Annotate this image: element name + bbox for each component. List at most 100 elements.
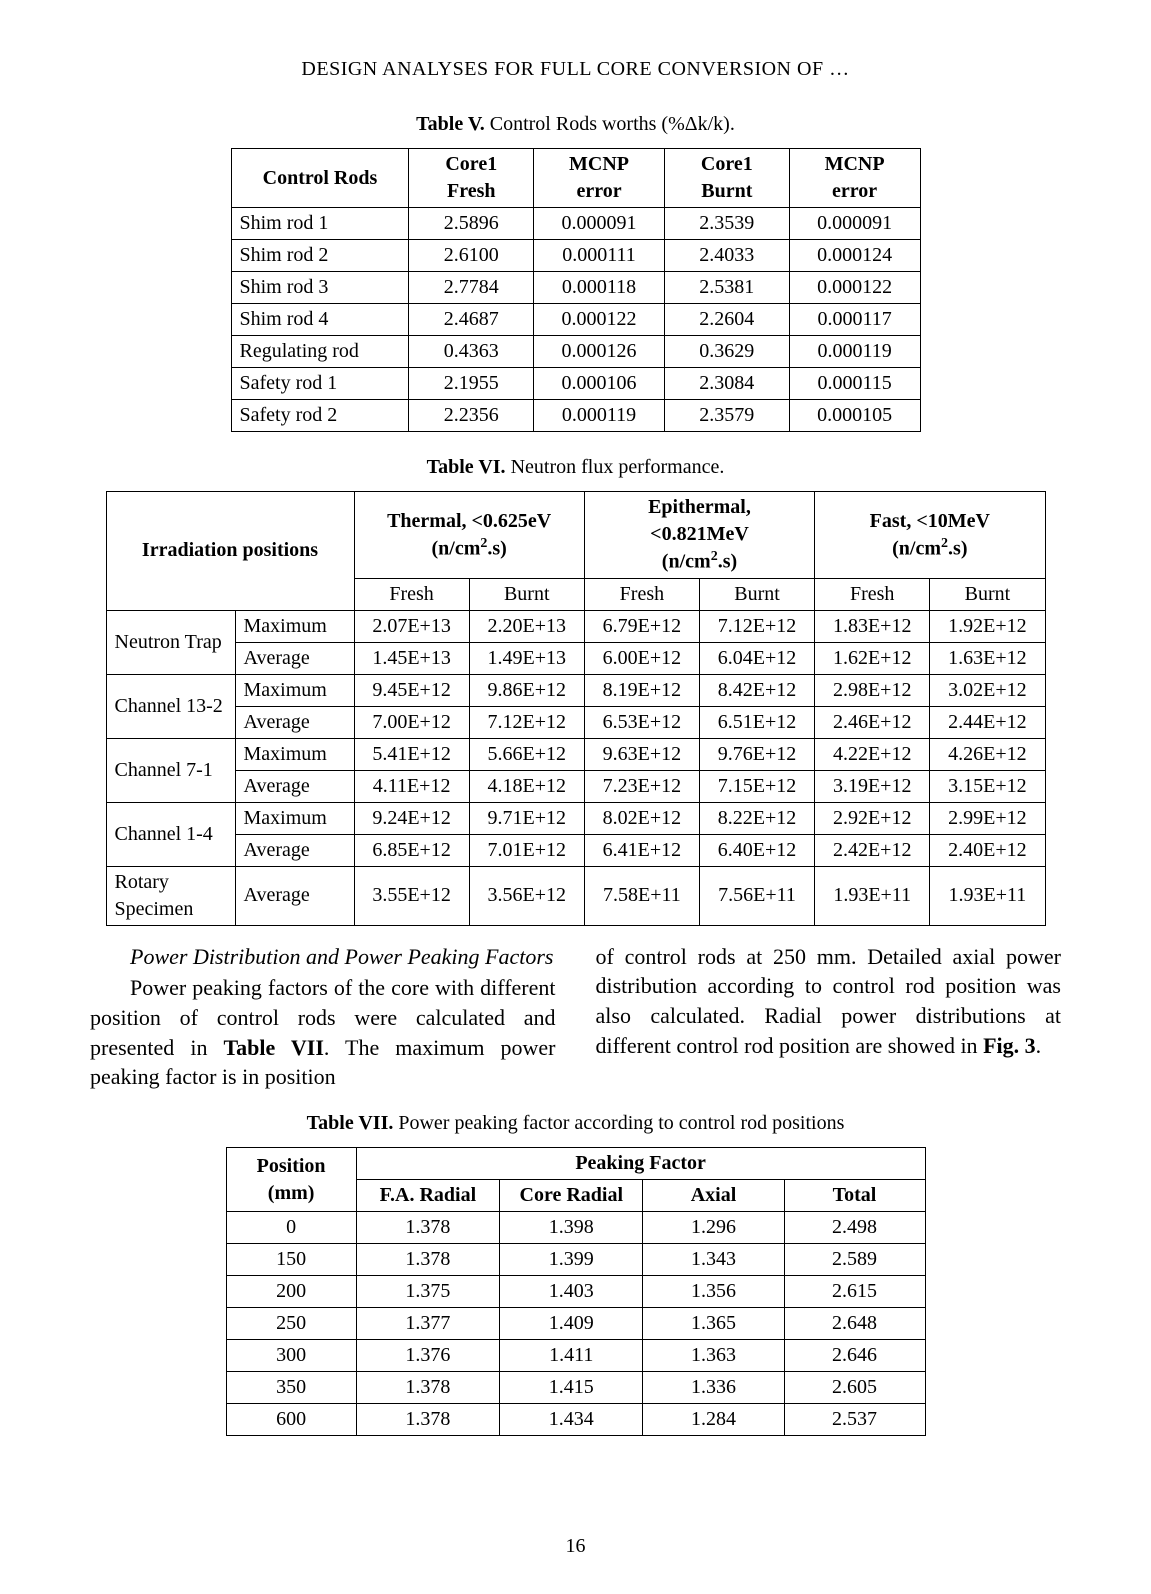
table-cell: Shim rod 2 <box>231 240 409 272</box>
table-cell: 1.93E+11 <box>815 866 930 925</box>
table7-body: 01.3781.3981.2962.4981501.3781.3991.3432… <box>226 1212 925 1436</box>
table-cell: 5.41E+12 <box>354 738 469 770</box>
table-cell: 6.00E+12 <box>584 642 699 674</box>
table-cell: 8.02E+12 <box>584 802 699 834</box>
table6-body: Neutron TrapMaximum2.07E+132.20E+136.79E… <box>106 610 1045 925</box>
table-cell: 3.15E+12 <box>930 770 1045 802</box>
table-cell: Channel 7-1 <box>106 738 235 802</box>
table-cell: Safety rod 2 <box>231 400 409 432</box>
section-subhead: Power Distribution and Power Peaking Fac… <box>90 942 556 972</box>
t6-sub-b1: Burnt <box>469 578 584 610</box>
table-cell: 3.55E+12 <box>354 866 469 925</box>
table-cell: 3.02E+12 <box>930 674 1045 706</box>
table-cell: 0.000091 <box>789 208 920 240</box>
table7-caption-rest: Power peaking factor according to contro… <box>393 1112 844 1134</box>
t6-h-g2: Epithermal, <0.821MeV (n/cm2.s) <box>584 492 814 579</box>
table-cell: 2.615 <box>784 1276 925 1308</box>
table-cell: 0.4363 <box>409 336 534 368</box>
table-row: 1501.3781.3991.3432.589 <box>226 1244 925 1276</box>
table-cell: 8.19E+12 <box>584 674 699 706</box>
table-cell: 1.378 <box>356 1372 499 1404</box>
table-cell: 1.296 <box>643 1212 784 1244</box>
table-cell: 200 <box>226 1276 356 1308</box>
table-cell: 2.07E+13 <box>354 610 469 642</box>
table-cell: 0.000122 <box>534 304 665 336</box>
table-cell: 2.589 <box>784 1244 925 1276</box>
table-cell: 2.46E+12 <box>815 706 930 738</box>
table-cell: 0.000119 <box>789 336 920 368</box>
table-cell: 0.000118 <box>534 272 665 304</box>
table-row: Channel 1-4Maximum9.24E+129.71E+128.02E+… <box>106 802 1045 834</box>
t5-h2: MCNPerror <box>534 149 665 208</box>
table-cell: 1.63E+12 <box>930 642 1045 674</box>
table5-head: Control Rods Core1Fresh MCNPerror Core1B… <box>231 149 920 208</box>
table-cell: 3.19E+12 <box>815 770 930 802</box>
table-cell: 1.378 <box>356 1404 499 1436</box>
table-cell: 7.15E+12 <box>699 770 814 802</box>
table-cell: 7.23E+12 <box>584 770 699 802</box>
table-cell: 0.000117 <box>789 304 920 336</box>
table-cell: Average <box>235 834 354 866</box>
table-cell: 2.3084 <box>664 368 789 400</box>
col-left: Power Distribution and Power Peaking Fac… <box>90 942 556 1092</box>
table-cell: Average <box>235 866 354 925</box>
table-cell: 0.000119 <box>534 400 665 432</box>
col-right: of control rods at 250 mm. Detailed axia… <box>596 942 1062 1092</box>
table-cell: 1.356 <box>643 1276 784 1308</box>
table-cell: 2.5896 <box>409 208 534 240</box>
table5-caption: Table V. Control Rods worths (%Δk/k). <box>90 111 1061 138</box>
running-head: DESIGN ANALYSES FOR FULL CORE CONVERSION… <box>90 56 1061 83</box>
table-cell: Shim rod 4 <box>231 304 409 336</box>
table-cell: 0.000111 <box>534 240 665 272</box>
table-cell: 0.3629 <box>664 336 789 368</box>
table5-caption-bold: Table V. <box>416 113 485 135</box>
table-cell: Average <box>235 706 354 738</box>
table-cell: 1.409 <box>500 1308 643 1340</box>
table7-caption-bold: Table VII. <box>307 1112 394 1134</box>
table-row: Safety rod 22.23560.0001192.35790.000105 <box>231 400 920 432</box>
table-cell: 9.45E+12 <box>354 674 469 706</box>
table-row: Neutron TrapMaximum2.07E+132.20E+136.79E… <box>106 610 1045 642</box>
table-row: Rotary SpecimenAverage3.55E+123.56E+127.… <box>106 866 1045 925</box>
table-cell: 9.76E+12 <box>699 738 814 770</box>
table-cell: 0.000126 <box>534 336 665 368</box>
table-cell: 7.01E+12 <box>469 834 584 866</box>
table-cell: 1.49E+13 <box>469 642 584 674</box>
t6-sub-b3: Burnt <box>930 578 1045 610</box>
table-cell: 1.377 <box>356 1308 499 1340</box>
table-cell: 4.18E+12 <box>469 770 584 802</box>
table6-caption-bold: Table VI. <box>427 456 506 478</box>
table-cell: 2.537 <box>784 1404 925 1436</box>
table-cell: 8.42E+12 <box>699 674 814 706</box>
table-cell: 9.71E+12 <box>469 802 584 834</box>
table-row: Regulating rod0.43630.0001260.36290.0001… <box>231 336 920 368</box>
table-cell: Safety rod 1 <box>231 368 409 400</box>
table-cell: 7.12E+12 <box>469 706 584 738</box>
table-cell: 9.63E+12 <box>584 738 699 770</box>
table-cell: 0.000124 <box>789 240 920 272</box>
table-cell: 0 <box>226 1212 356 1244</box>
table-cell: 6.53E+12 <box>584 706 699 738</box>
table-cell: 2.2604 <box>664 304 789 336</box>
table-cell: 2.5381 <box>664 272 789 304</box>
table-cell: 7.12E+12 <box>699 610 814 642</box>
table-cell: Shim rod 1 <box>231 208 409 240</box>
table-cell: 2.92E+12 <box>815 802 930 834</box>
table-cell: 2.44E+12 <box>930 706 1045 738</box>
table-cell: 0.000091 <box>534 208 665 240</box>
table-cell: 1.93E+11 <box>930 866 1045 925</box>
table-cell: 7.00E+12 <box>354 706 469 738</box>
table-cell: 600 <box>226 1404 356 1436</box>
table-cell: 2.6100 <box>409 240 534 272</box>
table-cell: 1.363 <box>643 1340 784 1372</box>
table-cell: 0.000122 <box>789 272 920 304</box>
t7-h-pos: Position(mm) <box>226 1148 356 1212</box>
table-cell: 6.79E+12 <box>584 610 699 642</box>
table7: Position(mm) Peaking Factor F.A. Radial … <box>226 1147 926 1436</box>
table-row: Shim rod 22.61000.0001112.40330.000124 <box>231 240 920 272</box>
table-cell: 7.56E+11 <box>699 866 814 925</box>
table-cell: 2.3539 <box>664 208 789 240</box>
t7-h-pf: Peaking Factor <box>356 1148 925 1180</box>
table-row: 01.3781.3981.2962.498 <box>226 1212 925 1244</box>
table5-body: Shim rod 12.58960.0000912.35390.000091Sh… <box>231 208 920 432</box>
